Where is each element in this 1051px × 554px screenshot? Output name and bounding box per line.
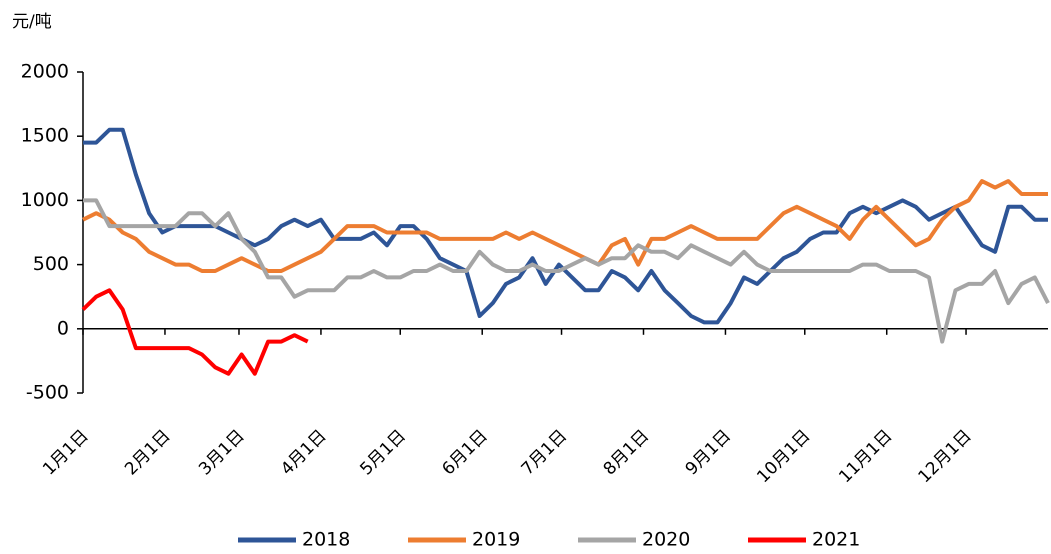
x-tick-label: 1月1日 [39, 426, 92, 479]
x-tick-label: 6月1日 [438, 426, 491, 479]
y-tick-label: 1000 [21, 189, 69, 211]
y-tick-label: 500 [33, 253, 69, 275]
x-tick-label: 4月1日 [277, 426, 330, 479]
x-tick-label: 10月1日 [753, 426, 814, 487]
series-line [81, 288, 309, 376]
legend-label: 2018 [302, 529, 350, 551]
x-tick-label: 12月1日 [915, 426, 976, 487]
x-tick-label: 3月1日 [195, 426, 248, 479]
y-tick-label: 2000 [21, 61, 69, 83]
x-tick-label: 5月1日 [356, 426, 409, 479]
legend-label: 2019 [472, 529, 520, 551]
x-tick-label: 9月1日 [682, 426, 735, 479]
y-axis-label: 元/吨 [12, 12, 52, 32]
y-tick-label: 0 [57, 317, 69, 339]
y-tick-label: 1500 [21, 125, 69, 147]
legend-label: 2020 [642, 529, 690, 551]
y-tick-label: -500 [26, 382, 69, 404]
x-tick-label: 7月1日 [518, 426, 571, 479]
legend-label: 2021 [812, 529, 860, 551]
series-line [82, 179, 1048, 273]
series-line [83, 127, 1048, 325]
series-line [83, 198, 1050, 344]
x-tick-label: 2月1日 [121, 426, 174, 479]
x-tick-label: 11月1日 [835, 426, 896, 487]
x-tick-label: 8月1日 [600, 426, 653, 479]
